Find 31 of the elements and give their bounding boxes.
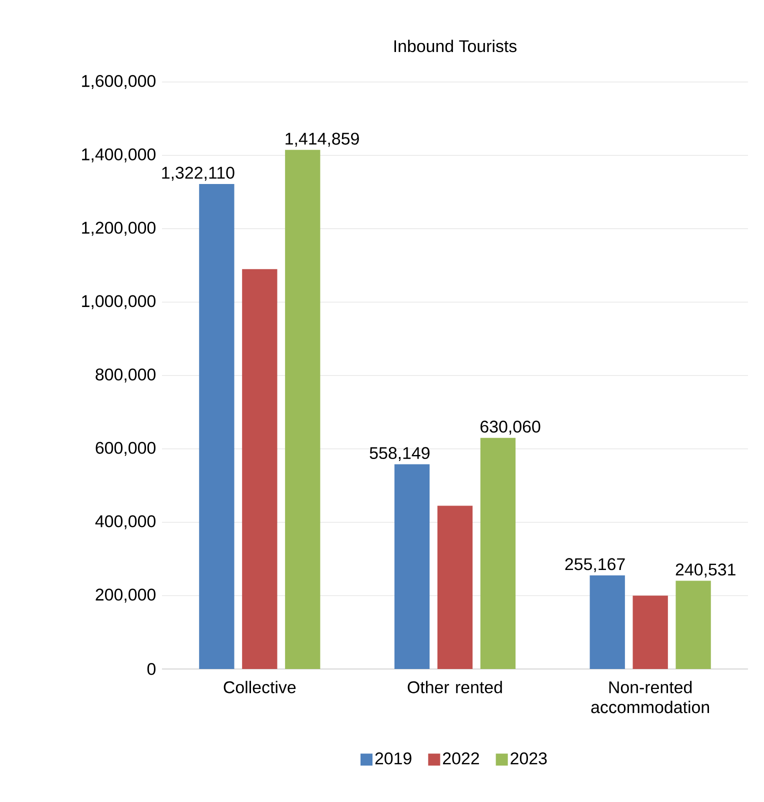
y-tick-label: 600,000 <box>96 442 156 456</box>
bar <box>676 580 711 669</box>
y-tick-label: 1,600,000 <box>82 74 156 89</box>
y-tick-label: 800,000 <box>96 368 156 382</box>
legend-label: 2023 <box>510 752 547 764</box>
data-label: 1,414,859 <box>286 132 359 147</box>
data-label: 558,149 <box>370 447 430 462</box>
bar <box>590 575 625 669</box>
bar <box>480 438 516 669</box>
x-tick-label: Collective <box>224 680 296 694</box>
bar <box>437 506 473 669</box>
data-label: 1,322,110 <box>162 166 234 181</box>
x-tick-label: Non-rented accommodation <box>591 680 709 714</box>
data-label: 630,060 <box>480 420 540 435</box>
y-tick-label: 1,400,000 <box>82 148 156 162</box>
y-tick-label: 400,000 <box>95 515 156 530</box>
bar <box>199 184 234 669</box>
bar <box>285 150 320 669</box>
y-tick-label: 200,000 <box>96 588 156 603</box>
data-label: 255,167 <box>565 558 625 572</box>
x-tick-label: Other rented <box>408 680 502 694</box>
bar <box>242 269 278 669</box>
legend-label: 2019 <box>375 752 412 764</box>
y-tick-label: 0 <box>147 662 156 675</box>
bar <box>632 596 668 669</box>
y-tick-label: 1,000,000 <box>82 295 156 310</box>
chart-title: Inbound Tourists <box>394 40 517 52</box>
legend-label: 2022 <box>443 752 479 764</box>
data-label: 240,531 <box>676 564 736 578</box>
y-tick-label: 1,200,000 <box>82 222 156 236</box>
bar <box>394 464 430 669</box>
